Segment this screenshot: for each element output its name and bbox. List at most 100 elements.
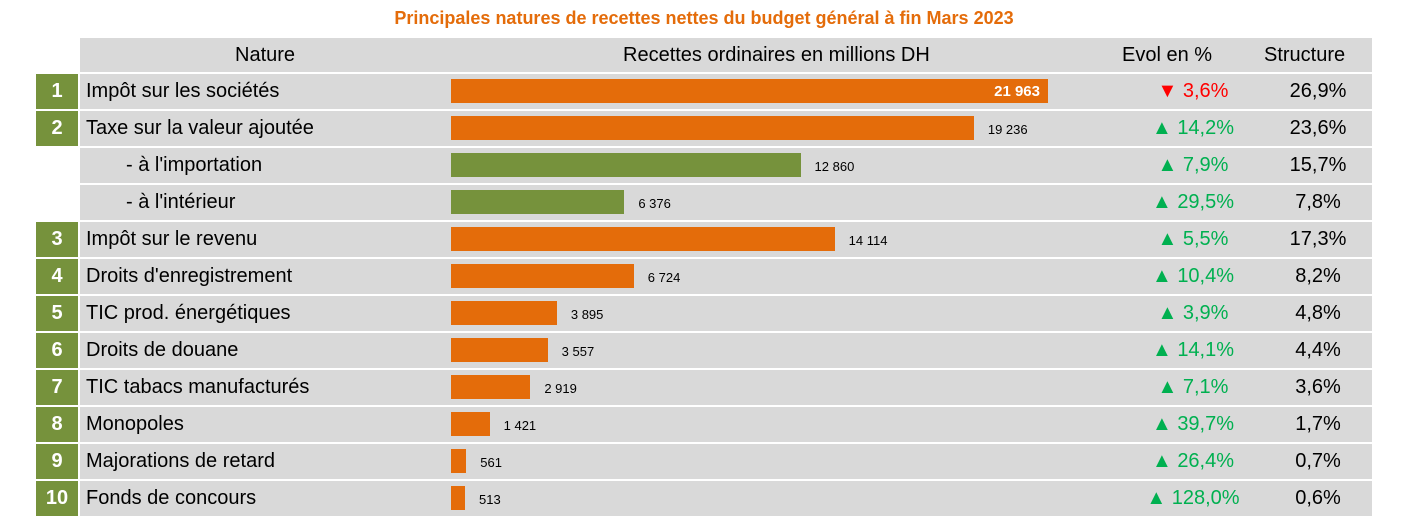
- up-triangle-icon: ▲: [1151, 265, 1178, 287]
- table-row: - à l'importation 12 860 ▲ 7,9% 15,7%: [80, 148, 1372, 183]
- bar: [451, 116, 974, 140]
- table-row: 1 Impôt sur les sociétés 21 963 ▼ 3,6% 26,9%: [36, 74, 1372, 109]
- up-triangle-icon: ▲: [1146, 487, 1172, 509]
- evolution-value: ▲ 14,2%: [1128, 117, 1258, 140]
- evolution-text: 128,0%: [1171, 487, 1240, 509]
- bar-value-label: 1 421: [503, 418, 537, 433]
- structure-value: 26,9%: [1289, 80, 1347, 102]
- evolution-value: ▲ 7,9%: [1128, 154, 1258, 177]
- structure-value: 4,4%: [1295, 339, 1341, 361]
- evolution-value: ▲ 10,4%: [1128, 265, 1258, 288]
- bar-value-label: 19 236: [987, 122, 1028, 137]
- structure-value: 0,6%: [1295, 487, 1341, 509]
- header-structure: Structure: [1264, 44, 1346, 66]
- structure-value: 3,6%: [1295, 376, 1341, 398]
- evolution-text: 29,5%: [1177, 191, 1235, 213]
- evolution-value: ▼ 3,6%: [1128, 80, 1258, 103]
- header-nature: Nature: [235, 44, 296, 66]
- table-row: 10 Fonds de concours 513 ▲ 128,0% 0,6%: [36, 481, 1372, 516]
- up-triangle-icon: ▲: [1151, 339, 1178, 361]
- table-row: 4 Droits d'enregistrement 6 724 ▲ 10,4% 8,2%: [36, 259, 1372, 294]
- table-header: Nature Recettes ordinaires en millions D…: [80, 38, 1372, 72]
- bar: [451, 375, 531, 399]
- table-row: - à l'intérieur 6 376 ▲ 29,5% 7,8%: [80, 185, 1372, 220]
- bar-value-label: 14 114: [848, 233, 888, 248]
- table-row: 3 Impôt sur le revenu 14 114 ▲ 5,5% 17,3%: [36, 222, 1372, 257]
- bar: [451, 227, 835, 251]
- bar: [451, 486, 465, 510]
- evolution-text: 26,4%: [1177, 450, 1235, 472]
- evolution-text: 14,1%: [1177, 339, 1235, 361]
- evolution-value: ▲ 29,5%: [1128, 191, 1258, 214]
- structure-value: 8,2%: [1295, 265, 1341, 287]
- bar: [451, 301, 557, 325]
- bar: [451, 412, 490, 436]
- up-triangle-icon: ▲: [1151, 413, 1178, 435]
- evolution-value: ▲ 14,1%: [1128, 339, 1258, 362]
- structure-value: 23,6%: [1289, 117, 1347, 139]
- nature-label: Monopoles: [86, 413, 184, 435]
- evolution-text: 10,4%: [1177, 265, 1235, 287]
- rank-badge: 1: [36, 74, 78, 109]
- bar-value-label: 21 963: [994, 83, 1040, 100]
- bar-value-label: 6 376: [638, 196, 671, 211]
- nature-label: Taxe sur la valeur ajoutée: [86, 117, 314, 139]
- chart-title: Principales natures de recettes nettes d…: [394, 8, 1014, 28]
- up-triangle-icon: ▲: [1157, 302, 1183, 324]
- evolution-text: 3,6%: [1182, 80, 1229, 102]
- structure-value: 1,7%: [1295, 413, 1341, 435]
- evolution-value: ▲ 7,1%: [1128, 376, 1258, 399]
- table-row: 9 Majorations de retard 561 ▲ 26,4% 0,7%: [36, 444, 1372, 479]
- evolution-text: 7,1%: [1182, 376, 1229, 398]
- bar: [451, 153, 801, 177]
- bar-value-label: 3 557: [561, 344, 595, 359]
- evolution-value: ▲ 3,9%: [1128, 302, 1258, 325]
- down-triangle-icon: ▼: [1157, 80, 1183, 102]
- up-triangle-icon: ▲: [1157, 376, 1183, 398]
- nature-label: Fonds de concours: [86, 487, 257, 509]
- rank-badge: 2: [36, 111, 78, 146]
- bar: [451, 190, 625, 214]
- bar-value-label: 6 724: [647, 270, 681, 285]
- rank-badge: 3: [36, 222, 78, 257]
- nature-label: Impôt sur les sociétés: [86, 80, 280, 102]
- evolution-value: ▲ 26,4%: [1128, 450, 1258, 473]
- table-row: 5 TIC prod. énergétiques 3 895 ▲ 3,9% 4,8%: [36, 296, 1372, 331]
- rank-badge: 4: [36, 259, 78, 294]
- rank-badge: 5: [36, 296, 78, 331]
- nature-label: Impôt sur le revenu: [86, 228, 258, 250]
- up-triangle-icon: ▲: [1157, 154, 1183, 176]
- evolution-text: 3,9%: [1182, 302, 1229, 324]
- nature-label: Majorations de retard: [86, 450, 275, 472]
- rank-badge: 9: [36, 444, 78, 479]
- table-row: 8 Monopoles 1 421 ▲ 39,7% 1,7%: [36, 407, 1372, 442]
- bar: [451, 79, 1048, 103]
- rank-badge: 7: [36, 370, 78, 405]
- evolution-text: 39,7%: [1177, 413, 1235, 435]
- table-row: 7 TIC tabacs manufacturés 2 919 ▲ 7,1% 3,6%: [36, 370, 1372, 405]
- header-evol: Evol en %: [1122, 44, 1213, 66]
- structure-value: 7,8%: [1295, 191, 1341, 213]
- nature-label: - à l'importation: [126, 154, 263, 176]
- table-row: 2 Taxe sur la valeur ajoutée 19 236 ▲ 14,2%…: [36, 111, 1372, 146]
- table-row: 6 Droits de douane 3 557 ▲ 14,1% 4,4%: [36, 333, 1372, 368]
- up-triangle-icon: ▲: [1151, 191, 1178, 213]
- bar: [451, 338, 548, 362]
- nature-label: Droits d'enregistrement: [86, 265, 293, 287]
- evolution-value: ▲ 5,5%: [1128, 228, 1258, 251]
- nature-label: TIC tabacs manufacturés: [86, 376, 310, 398]
- evolution-text: 5,5%: [1182, 228, 1229, 250]
- structure-value: 15,7%: [1289, 154, 1347, 176]
- bar-value-label: 2 919: [544, 381, 577, 396]
- structure-value: 4,8%: [1295, 302, 1341, 324]
- structure-value: 17,3%: [1289, 228, 1347, 250]
- bar: [451, 264, 634, 288]
- evolution-value: ▲ 128,0%: [1128, 487, 1258, 510]
- bar: [451, 449, 467, 473]
- rank-badge: 6: [36, 333, 78, 368]
- header-recettes: Recettes ordinaires en millions DH: [623, 44, 930, 66]
- up-triangle-icon: ▲: [1151, 450, 1178, 472]
- nature-label: TIC prod. énergétiques: [86, 302, 291, 324]
- nature-label: Droits de douane: [86, 339, 239, 361]
- up-triangle-icon: ▲: [1157, 228, 1183, 250]
